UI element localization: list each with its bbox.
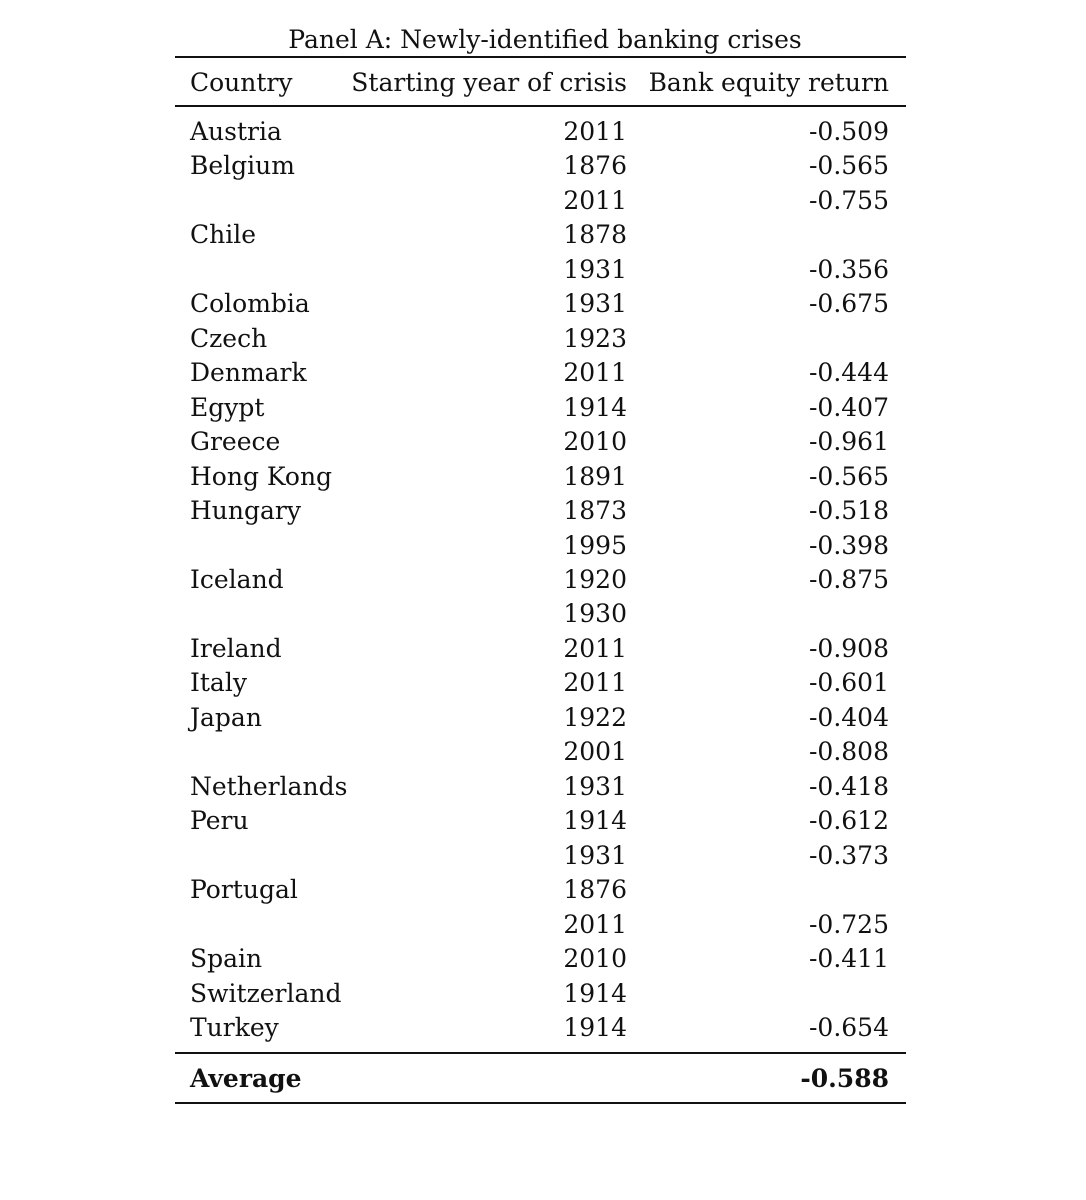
equity-return-cell: -0.418 [808,771,889,801]
equity-return-cell: -0.601 [808,668,889,698]
start-year-cell: 1914 [563,978,627,1008]
equity-return-cell: -0.808 [808,737,889,767]
equity-return-cell: -0.411 [808,944,889,974]
start-year-cell: 1930 [563,599,627,629]
start-year-cell: 1891 [563,461,627,491]
country-cell: Turkey [190,1012,279,1042]
equity-return-cell: -0.518 [808,496,889,526]
country-cell: Japan [190,702,262,732]
bottom-rule [175,1102,906,1104]
start-year-cell: 2010 [563,427,627,457]
equity-return-cell: -0.565 [808,151,889,181]
start-year-cell: 2011 [563,909,627,939]
country-cell: Hungary [190,496,301,526]
equity-return-cell: -0.356 [808,254,889,284]
start-year-cell: 2001 [563,737,627,767]
table-title: Panel A: Newly-identified banking crises [288,25,802,54]
equity-return-cell: -0.373 [808,840,889,870]
header-rule [175,105,906,107]
country-cell: Netherlands [190,771,348,801]
start-year-cell: 2011 [563,668,627,698]
country-cell: Austria [190,117,282,146]
start-year-cell: 2011 [563,633,627,663]
equity-return-cell: -0.612 [808,806,889,836]
country-cell: Portugal [190,875,298,905]
start-year-cell: 1876 [563,875,627,905]
start-year-cell: 1931 [563,289,627,319]
start-year-cell: 1920 [563,564,627,594]
average-value: -0.588 [800,1064,889,1093]
country-cell: Switzerland [190,978,342,1008]
equity-return-cell: -0.908 [808,633,889,663]
start-year-cell: 1873 [563,496,627,526]
start-year-cell: 1876 [563,151,627,181]
equity-return-cell: -0.875 [808,564,889,594]
country-cell: Hong Kong [190,461,333,491]
equity-return-cell: -0.675 [808,289,889,319]
start-year-cell: 1995 [563,530,627,560]
start-year-cell: 2011 [563,185,627,215]
header-equity-return: Bank equity return [648,68,889,97]
country-cell: Chile [190,220,257,250]
equity-return-cell: -0.725 [808,909,889,939]
equity-return-cell: -0.444 [808,358,889,388]
start-year-cell: 1914 [563,1012,627,1042]
top-rule [175,56,906,58]
country-cell: Egypt [190,392,265,422]
equity-return-cell: -0.755 [808,185,889,215]
average-label: Average [190,1064,302,1093]
start-year-cell: 1931 [563,840,627,870]
country-cell: Ireland [190,633,282,663]
country-cell: Czech [190,323,268,353]
equity-return-cell: -0.407 [808,392,889,422]
start-year-cell: 1931 [563,254,627,284]
country-cell: Iceland [190,564,284,594]
header-start-year: Starting year of crisis [351,68,627,97]
country-cell: Greece [190,427,281,457]
country-cell: Italy [190,668,247,698]
header-country: Country [190,68,293,97]
start-year-cell: 2011 [563,358,627,388]
country-cell: Denmark [190,358,307,388]
country-cell: Peru [190,806,249,836]
equity-return-cell: -0.398 [808,530,889,560]
start-year-cell: 1878 [563,220,627,250]
equity-return-cell: -0.565 [808,461,889,491]
equity-return-cell: -0.654 [808,1012,889,1042]
equity-return-cell: -0.509 [808,117,889,146]
equity-return-cell: -0.961 [808,427,889,457]
country-cell: Colombia [190,289,310,319]
start-year-cell: 2011 [563,117,627,146]
start-year-cell: 1914 [563,806,627,836]
country-cell: Spain [190,944,263,974]
country-cell: Belgium [190,151,295,181]
start-year-cell: 1922 [563,702,627,732]
footer-rule [175,1052,906,1054]
start-year-cell: 1931 [563,771,627,801]
start-year-cell: 1923 [563,323,627,353]
start-year-cell: 1914 [563,392,627,422]
start-year-cell: 2010 [563,944,627,974]
equity-return-cell: -0.404 [808,702,889,732]
